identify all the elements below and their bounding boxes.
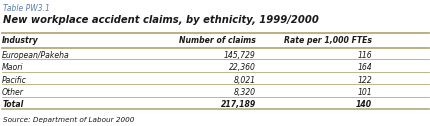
Text: Industry: Industry (2, 36, 39, 45)
Text: 164: 164 (357, 63, 372, 72)
Text: Number of claims: Number of claims (179, 36, 256, 45)
Text: 116: 116 (357, 51, 372, 60)
Text: 8,320: 8,320 (234, 88, 256, 97)
Text: Maori: Maori (2, 63, 24, 72)
Text: Table PW3.1: Table PW3.1 (3, 4, 50, 13)
Text: 8,021: 8,021 (234, 76, 256, 85)
Text: 122: 122 (357, 76, 372, 85)
Text: 217,189: 217,189 (221, 100, 256, 109)
Text: 140: 140 (356, 100, 372, 109)
Text: European/Pakeha: European/Pakeha (2, 51, 70, 60)
Text: Other: Other (2, 88, 24, 97)
Text: 145,729: 145,729 (224, 51, 256, 60)
Text: Pacific: Pacific (2, 76, 27, 85)
Text: New workplace accident claims, by ethnicity, 1999/2000: New workplace accident claims, by ethnic… (3, 15, 319, 25)
Text: Total: Total (2, 100, 23, 109)
Text: Rate per 1,000 FTEs: Rate per 1,000 FTEs (284, 36, 372, 45)
Text: 22,360: 22,360 (229, 63, 256, 72)
Text: 101: 101 (357, 88, 372, 97)
Text: Source: Department of Labour 2000: Source: Department of Labour 2000 (3, 117, 135, 123)
